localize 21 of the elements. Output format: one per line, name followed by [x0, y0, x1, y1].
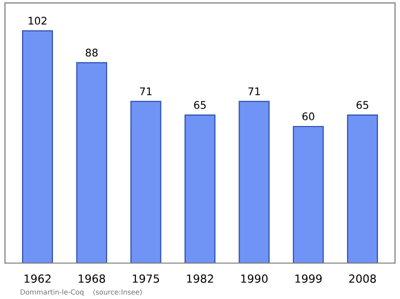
bar	[184, 114, 216, 264]
bar	[292, 126, 324, 264]
bar	[76, 62, 108, 264]
data-label: 71	[248, 88, 260, 96]
x-tick-label: 1990	[241, 274, 268, 283]
x-tick-label: 1975	[132, 274, 159, 283]
bar	[238, 100, 270, 264]
data-label: 65	[356, 101, 368, 109]
x-tick-label: 1962	[24, 274, 51, 283]
data-label: 102	[28, 16, 46, 25]
x-tick-label: 1968	[78, 274, 106, 283]
data-label: 65	[194, 101, 206, 109]
data-label: 88	[86, 48, 98, 57]
bar	[22, 30, 53, 264]
x-tick-label: 2008	[349, 274, 376, 283]
data-label: 71	[140, 88, 152, 96]
bar	[347, 114, 378, 264]
bar	[130, 100, 162, 264]
x-tick-label: 1982	[187, 274, 214, 283]
data-label: 60	[302, 112, 314, 120]
x-tick-label: 1999	[295, 274, 322, 283]
